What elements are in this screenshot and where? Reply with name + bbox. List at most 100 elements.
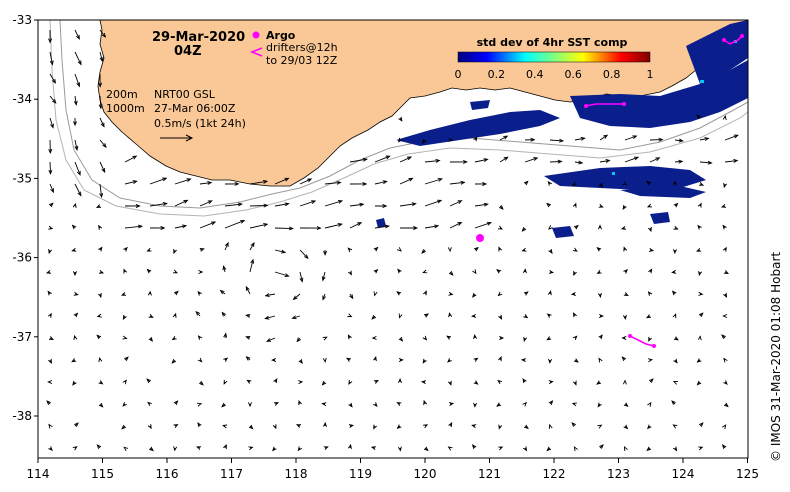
current-arrow: [99, 117, 105, 128]
current-arrow: [473, 334, 478, 340]
current-arrow: [171, 358, 177, 364]
current-arrow: [649, 157, 661, 163]
current-arrow: [223, 443, 227, 450]
current-arrow: [674, 138, 684, 143]
current-arrow: [348, 424, 355, 429]
current-arrow: [699, 137, 710, 141]
current-arrow: [448, 422, 453, 428]
scale-arrow: [160, 134, 194, 142]
current-arrow: [421, 138, 427, 144]
y-tick-label: -36: [12, 251, 32, 265]
current-arrow: [48, 248, 53, 255]
current-arrow: [174, 178, 192, 185]
current-arrow: [245, 313, 251, 318]
current-arrow: [471, 313, 477, 318]
current-arrow: [722, 424, 727, 430]
current-arrow: [146, 378, 151, 383]
current-arrow: [423, 446, 429, 452]
current-arrow: [423, 290, 427, 296]
current-arrow: [448, 312, 453, 318]
colorbar-tick-label: 0.4: [526, 68, 544, 81]
credit-label: © IMOS 31-Mar-2020 01:08 Hobart: [769, 252, 783, 462]
current-arrow: [49, 95, 57, 104]
current-arrow: [546, 313, 552, 318]
current-arrow: [472, 292, 477, 298]
current-arrow: [397, 247, 402, 252]
product-label: NRT00 GSL: [154, 88, 216, 101]
current-arrow: [597, 424, 603, 429]
current-arrow: [370, 446, 377, 451]
current-arrow: [699, 160, 713, 165]
current-arrow: [572, 202, 577, 208]
current-arrow: [546, 446, 552, 452]
current-arrow: [123, 268, 128, 274]
current-arrow: [122, 335, 128, 340]
current-arrow: [722, 114, 727, 121]
current-arrow: [473, 380, 479, 385]
colorbar-tick-label: 1: [647, 68, 654, 81]
current-arrow: [48, 139, 53, 154]
current-arrow: [124, 224, 144, 229]
current-arrow: [171, 335, 177, 341]
current-arrow: [74, 29, 80, 40]
current-arrow: [399, 226, 419, 230]
current-arrow: [195, 310, 201, 317]
current-arrow: [523, 180, 529, 186]
current-arrow: [221, 311, 226, 317]
current-arrow: [46, 400, 51, 405]
current-arrow: [245, 335, 251, 340]
current-arrow: [274, 249, 287, 254]
current-arrow: [420, 380, 426, 385]
current-arrow: [372, 356, 377, 362]
current-arrow: [374, 224, 390, 229]
current-arrow: [397, 268, 402, 274]
current-arrow: [499, 156, 509, 163]
current-arrow: [48, 225, 54, 230]
y-tick-label: -35: [12, 171, 32, 185]
current-arrow: [124, 203, 141, 208]
current-arrow: [698, 446, 704, 451]
current-arrow: [671, 290, 677, 296]
current-arrow: [298, 359, 303, 365]
current-arrow: [172, 269, 179, 274]
current-arrow: [697, 224, 702, 230]
current-arrow: [497, 225, 504, 230]
time-label: 04Z: [174, 44, 202, 59]
current-arrow: [522, 446, 528, 452]
current-arrow: [299, 226, 322, 231]
x-tick-label: 116: [156, 467, 179, 481]
current-arrow: [473, 402, 478, 408]
current-arrow: [447, 247, 452, 253]
current-arrow: [73, 271, 77, 277]
x-tick-label: 114: [27, 467, 50, 481]
current-arrow: [622, 379, 627, 385]
drifters-legend-date: to 29/03 12Z: [266, 54, 338, 67]
current-arrow: [471, 424, 477, 429]
current-arrow: [423, 399, 428, 406]
current-arrow: [672, 381, 678, 385]
current-arrow: [148, 314, 154, 318]
sst-std-patches: [376, 20, 748, 238]
current-arrow: [524, 157, 539, 163]
y-tick-label: -38: [12, 409, 32, 423]
current-arrow: [498, 246, 503, 252]
current-arrow: [299, 249, 309, 260]
current-arrow: [573, 312, 577, 318]
current-arrow: [149, 226, 166, 230]
current-arrow: [499, 336, 505, 340]
current-arrow: [249, 258, 255, 273]
current-arrow: [571, 422, 576, 427]
current-arrow: [548, 400, 554, 405]
current-arrow: [245, 285, 251, 295]
current-arrow: [547, 290, 552, 296]
current-arrow: [673, 249, 677, 255]
current-arrow: [71, 224, 77, 230]
isobath-1000m: [49, 20, 748, 217]
current-arrow: [571, 181, 577, 186]
current-arrow: [671, 400, 676, 405]
current-arrow: [197, 422, 202, 428]
current-arrow: [596, 246, 602, 252]
current-arrow: [49, 51, 54, 66]
current-arrow: [122, 402, 127, 407]
current-arrow: [45, 269, 52, 274]
